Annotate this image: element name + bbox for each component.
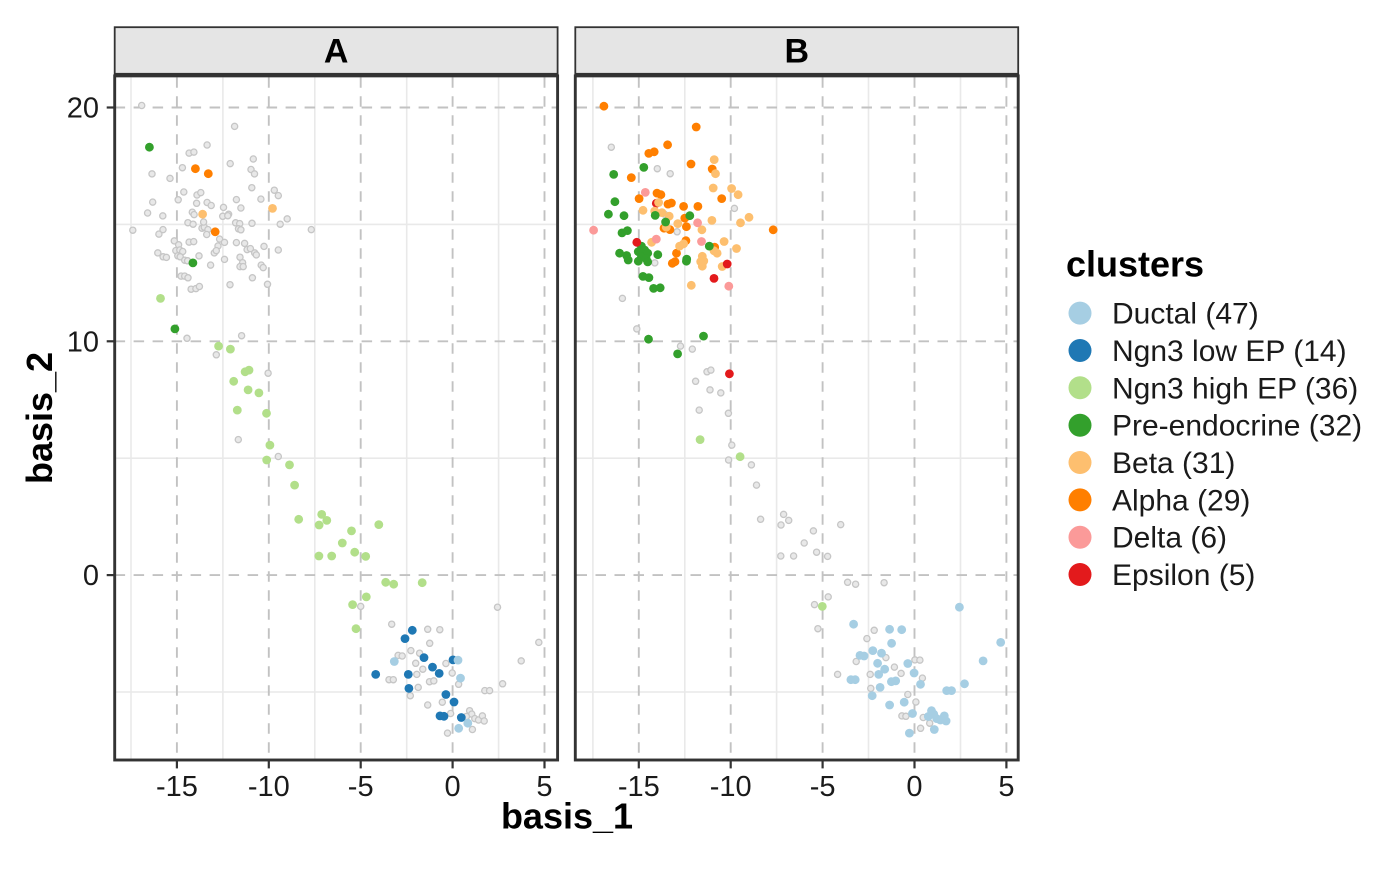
svg-text:Ductal (47): Ductal (47) [1112,298,1259,331]
svg-text:-10: -10 [710,771,752,803]
svg-text:B: B [785,33,810,71]
svg-text:-15: -15 [618,771,660,803]
svg-text:Epsilon (5): Epsilon (5) [1112,559,1255,592]
svg-text:-10: -10 [248,771,290,803]
svg-text:Alpha (29): Alpha (29) [1112,484,1250,517]
svg-text:Ngn3 high EP (36): Ngn3 high EP (36) [1112,372,1358,405]
svg-text:Beta (31): Beta (31) [1112,447,1235,480]
svg-text:20: 20 [67,93,99,125]
svg-text:0: 0 [83,560,99,592]
svg-text:Pre-endocrine (32): Pre-endocrine (32) [1112,410,1362,443]
svg-text:10: 10 [67,326,99,358]
svg-text:0: 0 [906,771,922,803]
svg-text:basis_2: basis_2 [19,352,60,484]
svg-text:Ngn3 low EP (14): Ngn3 low EP (14) [1112,335,1347,368]
svg-text:5: 5 [536,771,552,803]
svg-text:-5: -5 [810,771,836,803]
svg-text:Delta (6): Delta (6) [1112,522,1227,555]
svg-text:A: A [324,33,349,71]
svg-text:0: 0 [445,771,461,803]
svg-text:clusters: clusters [1066,244,1204,285]
svg-text:-15: -15 [156,771,198,803]
svg-text:-5: -5 [348,771,374,803]
svg-text:basis_1: basis_1 [501,796,633,837]
svg-text:5: 5 [998,771,1014,803]
